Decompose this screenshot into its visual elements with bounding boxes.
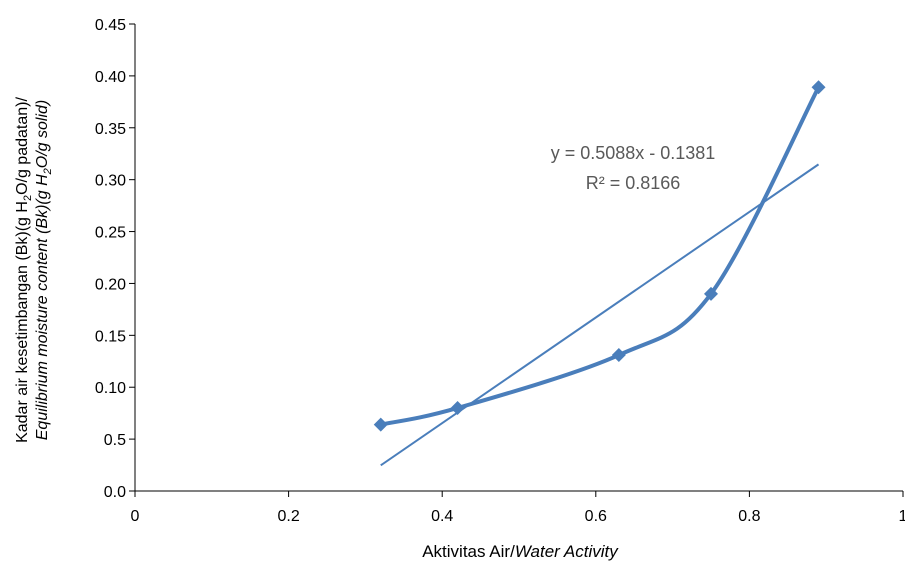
y-axis-label-line1-b: O/g padatan)/ [14,97,31,195]
y-axis-label-line2-sub: 2 [42,168,54,175]
x-tick-label: 1 [899,508,905,525]
y-tick-label: 0.20 [95,276,126,293]
y-axis-label-line1-sub: 2 [22,195,34,201]
y-tick-label: 0.35 [95,121,126,138]
axes [134,24,903,492]
trendline-group [380,163,820,467]
y-tick-label: 0.40 [95,69,126,86]
x-axis-label-italic: Water Activity [515,542,619,561]
y-axis-label-line2-b: O/g solid) [34,100,51,168]
y-tick-label: 0.15 [95,328,126,345]
data-point [373,417,388,432]
y-tick-label: 0.30 [95,173,126,190]
markers-group [373,80,826,432]
y-axis-label-line1: Kadar air kesetimbangan (Bk)(g H2O/g pad… [14,97,34,443]
y-tick-label: 0.10 [95,380,126,397]
x-axis-ticks: 0 0.2 0.4 0.6 0.8 1 [131,491,905,525]
trendline-r2: R² = 0.8166 [586,173,681,193]
y-axis-ticks: 0.0 0.5 0.10 0.15 0.20 0.25 0.30 0.35 0.40 0.45 [95,17,135,501]
trendline-equation: y = 0.5088x - 0.1381 [551,143,716,163]
x-axis-label: Aktivitas Air/Water Activity [422,542,619,561]
y-axis-label-line1-a: Kadar air kesetimbangan (Bk)(g H [14,201,31,443]
data-point [811,80,826,95]
data-point [611,348,626,363]
data-point [450,400,465,415]
y-tick-label: 0.45 [95,17,126,34]
y-tick-label: 0.25 [95,225,126,242]
x-tick-label: 0.4 [431,508,453,525]
x-tick-label: 0.8 [738,508,760,525]
x-tick-label: 0 [131,508,140,525]
trendline [380,163,820,467]
y-axis-label-line2: Equilibrium moisture content (Bk)(g H2O/… [34,100,54,440]
y-axis-label-line2-a: Equilibrium moisture content (Bk)(g H [34,174,51,440]
y-tick-label: 0.5 [104,432,126,449]
data-point [704,286,718,301]
series-group [378,85,821,427]
x-tick-label: 0.6 [585,508,607,525]
series-line [378,85,821,427]
x-tick-label: 0.2 [277,508,299,525]
y-tick-label: 0.0 [104,484,126,501]
x-axis-label-plain: Aktivitas Air/ [422,542,515,561]
